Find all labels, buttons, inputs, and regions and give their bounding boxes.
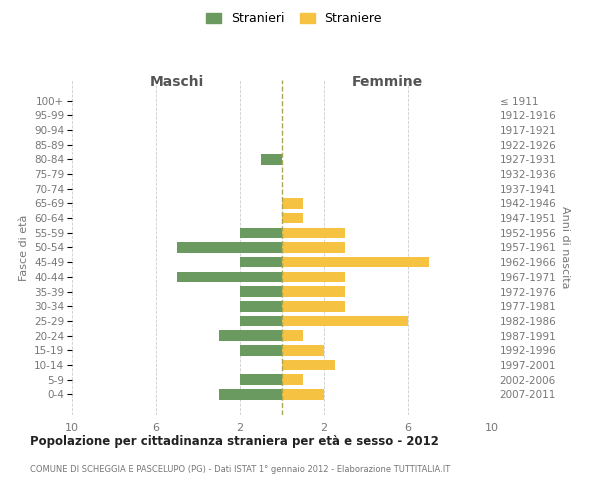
Text: COMUNE DI SCHEGGIA E PASCELUPO (PG) - Dati ISTAT 1° gennaio 2012 - Elaborazione : COMUNE DI SCHEGGIA E PASCELUPO (PG) - Da… — [30, 465, 450, 474]
Bar — [282, 272, 345, 282]
Bar — [282, 316, 408, 326]
Bar — [282, 360, 335, 370]
Bar — [240, 257, 282, 268]
Text: Femmine: Femmine — [352, 75, 422, 89]
Bar — [177, 272, 282, 282]
Text: Popolazione per cittadinanza straniera per età e sesso - 2012: Popolazione per cittadinanza straniera p… — [30, 435, 439, 448]
Bar — [240, 374, 282, 385]
Bar — [282, 301, 345, 312]
Bar — [219, 389, 282, 400]
Bar — [240, 316, 282, 326]
Bar — [282, 374, 303, 385]
Bar — [282, 228, 345, 238]
Bar — [240, 228, 282, 238]
Bar — [282, 257, 429, 268]
Legend: Stranieri, Straniere: Stranieri, Straniere — [202, 8, 386, 29]
Bar — [282, 286, 345, 297]
Bar — [240, 286, 282, 297]
Y-axis label: Anni di nascita: Anni di nascita — [560, 206, 570, 288]
Bar — [240, 301, 282, 312]
Bar — [282, 389, 324, 400]
Bar — [282, 213, 303, 224]
Bar — [261, 154, 282, 164]
Y-axis label: Fasce di età: Fasce di età — [19, 214, 29, 280]
Bar — [240, 345, 282, 356]
Bar — [282, 242, 345, 253]
Bar — [219, 330, 282, 341]
Bar — [282, 198, 303, 208]
Bar — [282, 345, 324, 356]
Bar — [177, 242, 282, 253]
Text: Maschi: Maschi — [150, 75, 204, 89]
Bar — [282, 330, 303, 341]
